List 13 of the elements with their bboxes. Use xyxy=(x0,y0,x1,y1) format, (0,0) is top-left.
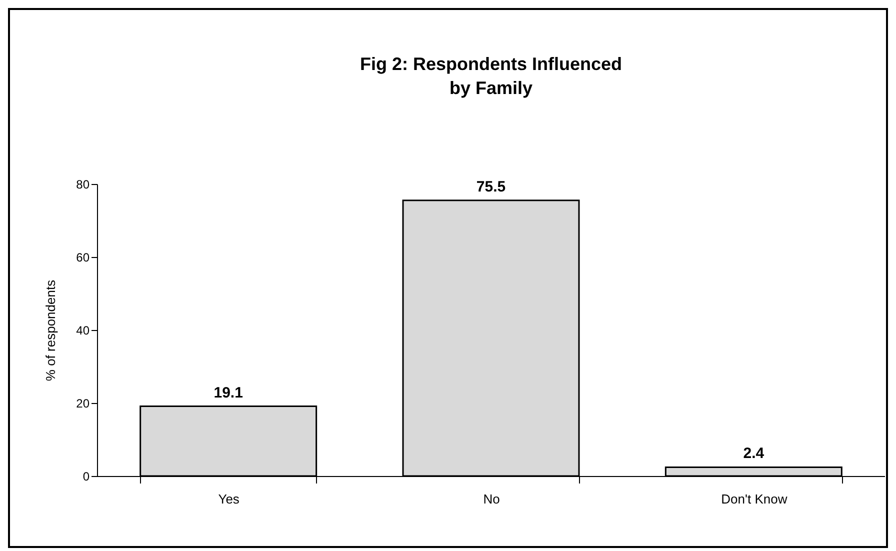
chart-title: Fig 2: Respondents Influenced by Family xyxy=(360,54,622,98)
data-label: 75.5 xyxy=(476,178,506,196)
y-tick-label: 40 xyxy=(76,324,90,338)
y-tick-label: 60 xyxy=(76,250,90,264)
y-tick-label: 0 xyxy=(82,470,90,484)
y-axis-title: % of respondents xyxy=(43,279,58,382)
x-tick-label: Yes xyxy=(218,492,240,506)
x-tick-label: No xyxy=(483,492,500,506)
y-tick-label: 20 xyxy=(76,396,90,410)
data-label: 19.1 xyxy=(214,384,243,402)
y-tick-label: 80 xyxy=(76,178,90,192)
x-tick-label: Don't Know xyxy=(721,492,788,506)
data-label: 2.4 xyxy=(743,445,765,462)
